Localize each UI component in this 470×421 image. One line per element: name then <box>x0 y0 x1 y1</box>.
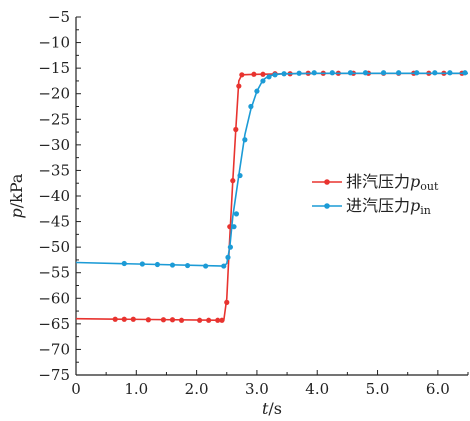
y-tick-label: −15 <box>38 59 70 77</box>
data-point-outlet <box>197 317 203 323</box>
y-tick-label: −35 <box>38 161 70 179</box>
x-tick-label: 2.0 <box>185 380 209 398</box>
x-tick-label: 5.0 <box>366 380 390 398</box>
data-point-inlet <box>254 88 260 94</box>
y-axis-unit: /kPa <box>7 173 26 208</box>
y-tick-label: −5 <box>48 8 70 26</box>
x-tick-label: 6.0 <box>426 380 450 398</box>
data-point-outlet <box>121 316 127 322</box>
x-axis-ticks: 0 1.0 2.0 3.0 4.0 5.0 6.0 <box>71 370 469 398</box>
data-point-outlet <box>230 178 236 184</box>
data-point-inlet <box>169 262 176 268</box>
legend-label-inlet: 进汽压力pin <box>346 196 431 217</box>
data-point-outlet <box>236 83 242 89</box>
legend-var-inlet: p <box>410 196 420 215</box>
data-point-inlet <box>237 172 243 179</box>
data-point-inlet <box>260 78 266 84</box>
data-point-outlet <box>169 317 176 323</box>
data-point-outlet <box>260 71 266 77</box>
y-tick-label: −25 <box>38 110 70 128</box>
y-tick-label: −50 <box>38 238 70 256</box>
data-point-inlet <box>272 72 278 78</box>
data-point-outlet <box>178 317 185 323</box>
x-tick-label: 4.0 <box>305 380 329 398</box>
x-tick-label: 1.0 <box>124 380 148 398</box>
data-point-inlet <box>227 244 233 250</box>
data-point-outlet <box>112 316 118 322</box>
data-point-inlet <box>231 224 237 230</box>
data-point-outlet <box>224 299 230 305</box>
data-point-inlet <box>296 70 302 76</box>
data-point-outlet <box>233 126 239 133</box>
data-point-inlet <box>311 70 317 76</box>
series-layer <box>75 70 468 323</box>
y-tick-label: −20 <box>38 85 70 103</box>
x-axis-var: t <box>262 399 269 418</box>
y-tick-label: −75 <box>38 366 70 384</box>
data-point-inlet <box>233 211 240 217</box>
legend-item-inlet: 进汽压力pin <box>312 196 431 217</box>
data-point-outlet <box>130 316 136 322</box>
data-point-inlet <box>203 263 209 269</box>
data-point-outlet <box>219 317 225 323</box>
data-point-inlet <box>221 263 227 269</box>
data-point-inlet <box>462 70 468 76</box>
y-axis-label: p/kPa <box>7 173 26 218</box>
data-point-inlet <box>154 261 161 268</box>
x-tick-label: 0 <box>71 380 81 398</box>
legend-marker-outlet <box>324 179 330 185</box>
data-point-outlet <box>206 317 212 323</box>
legend-var-outlet: p <box>410 172 420 191</box>
data-point-inlet <box>248 103 254 110</box>
y-tick-label: −40 <box>38 187 70 205</box>
legend-sub-outlet: out <box>420 180 439 193</box>
legend-item-outlet: 排汽压力pout <box>312 172 439 193</box>
y-tick-label: −30 <box>38 136 70 154</box>
y-tick-label: −60 <box>38 289 70 307</box>
legend-name-outlet: 排汽压力 <box>346 172 410 191</box>
y-axis-var: p <box>7 208 26 218</box>
data-point-inlet <box>347 70 353 76</box>
data-point-inlet <box>396 70 402 76</box>
data-point-inlet <box>362 70 369 76</box>
data-point-outlet <box>160 317 167 323</box>
series-line-inlet <box>75 72 468 267</box>
y-tick-label: −70 <box>38 340 70 358</box>
y-axis-ticks: −5 −10 −15 −20 −25 −30 −35 −40 −45 −50 −55 −60 −65 −7… <box>38 8 81 384</box>
y-tick-label: −10 <box>38 34 70 52</box>
data-point-outlet <box>251 71 257 77</box>
y-tick-label: −65 <box>38 315 70 333</box>
y-tick-label: −45 <box>38 213 70 231</box>
data-point-inlet <box>266 74 272 80</box>
data-point-inlet <box>447 70 453 76</box>
x-axis-unit: /s <box>268 399 282 418</box>
x-axis-label: t/s <box>262 399 282 418</box>
data-point-inlet <box>281 71 287 77</box>
data-point-outlet <box>239 72 245 78</box>
x-tick-label: 3.0 <box>245 380 269 398</box>
data-point-inlet <box>242 137 248 143</box>
data-point-inlet <box>184 262 191 269</box>
y-tick-label: −55 <box>38 264 70 282</box>
legend-name-inlet: 进汽压力 <box>346 196 410 215</box>
data-point-outlet <box>215 317 221 323</box>
legend-marker-inlet <box>324 203 330 209</box>
data-point-inlet <box>139 261 145 267</box>
legend-label-outlet: 排汽压力pout <box>346 172 439 193</box>
data-point-inlet <box>380 70 387 76</box>
data-point-inlet <box>432 70 438 76</box>
data-point-inlet <box>225 254 231 260</box>
data-point-outlet <box>145 317 151 323</box>
legend: 排汽压力pout 进汽压力pin <box>312 172 439 217</box>
data-point-inlet <box>329 70 335 76</box>
legend-sub-inlet: in <box>420 204 431 217</box>
data-point-inlet <box>414 70 420 76</box>
data-point-inlet <box>121 260 127 267</box>
